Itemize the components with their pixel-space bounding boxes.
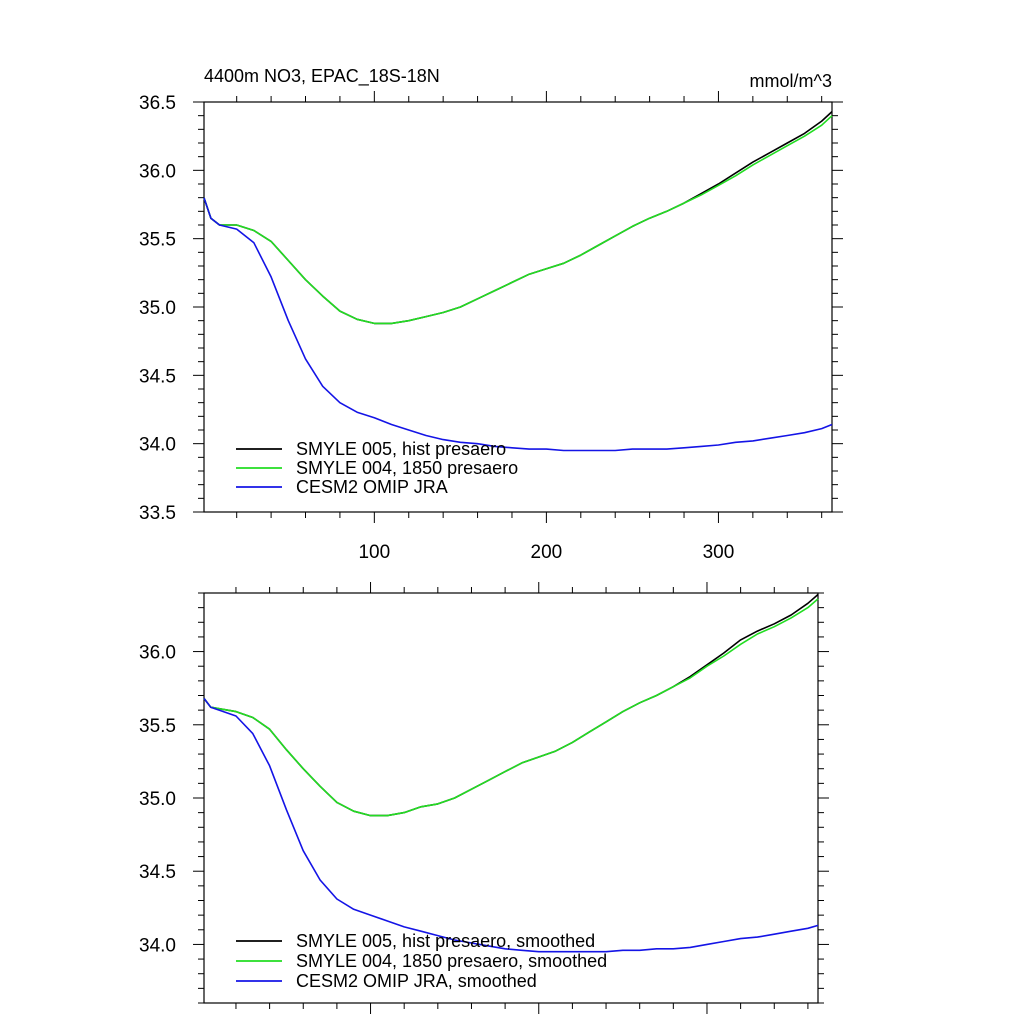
x-tick-label: 200 <box>531 542 563 563</box>
x-tick-label: 300 <box>703 542 735 563</box>
series-line-2 <box>203 598 819 817</box>
series-line-1 <box>203 111 833 325</box>
legend-label: SMYLE 004, 1850 presaero <box>296 458 518 478</box>
y-tick-label: 35.0 <box>139 298 176 319</box>
y-tick-label: 34.0 <box>139 435 176 456</box>
y-tick-label: 36.0 <box>139 643 176 664</box>
y-tick-label: 33.5 <box>139 503 176 524</box>
y-tick-label: 35.0 <box>139 789 176 810</box>
y-tick-label: 34.5 <box>139 366 176 387</box>
y-tick-label: 34.0 <box>139 935 176 956</box>
legend-label: SMYLE 004, 1850 presaero, smoothed <box>296 951 607 971</box>
legend-label: CESM2 OMIP JRA, smoothed <box>296 971 537 991</box>
x-tick-label: 100 <box>358 542 390 563</box>
legend-label: CESM2 OMIP JRA <box>296 477 448 497</box>
series-line-1 <box>203 593 819 817</box>
y-tick-label: 36.5 <box>139 93 176 114</box>
chart-title: 4400m NO3, EPAC_18S-18N <box>204 66 440 87</box>
chart-units: mmol/m^3 <box>750 71 832 91</box>
y-tick-label: 35.5 <box>139 230 176 251</box>
y-tick-label: 36.0 <box>139 161 176 182</box>
legend-label: SMYLE 005, hist presaero, smoothed <box>296 931 595 951</box>
y-tick-label: 34.5 <box>139 862 176 883</box>
series-line-3 <box>203 697 819 953</box>
y-tick-label: 35.5 <box>139 716 176 737</box>
series-line-3 <box>203 197 833 452</box>
legend-label: SMYLE 005, hist presaero <box>296 439 506 459</box>
series-line-2 <box>203 115 833 325</box>
